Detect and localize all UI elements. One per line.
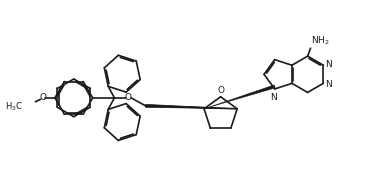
- Text: N: N: [270, 93, 277, 102]
- Polygon shape: [146, 104, 237, 109]
- Text: H$_3$C: H$_3$C: [5, 101, 23, 113]
- Text: O: O: [217, 86, 224, 95]
- Text: NH$_2$: NH$_2$: [311, 35, 330, 47]
- Text: O: O: [40, 93, 47, 102]
- Text: O: O: [125, 93, 132, 102]
- Text: N: N: [326, 60, 332, 69]
- Text: N: N: [326, 80, 332, 89]
- Polygon shape: [204, 85, 275, 109]
